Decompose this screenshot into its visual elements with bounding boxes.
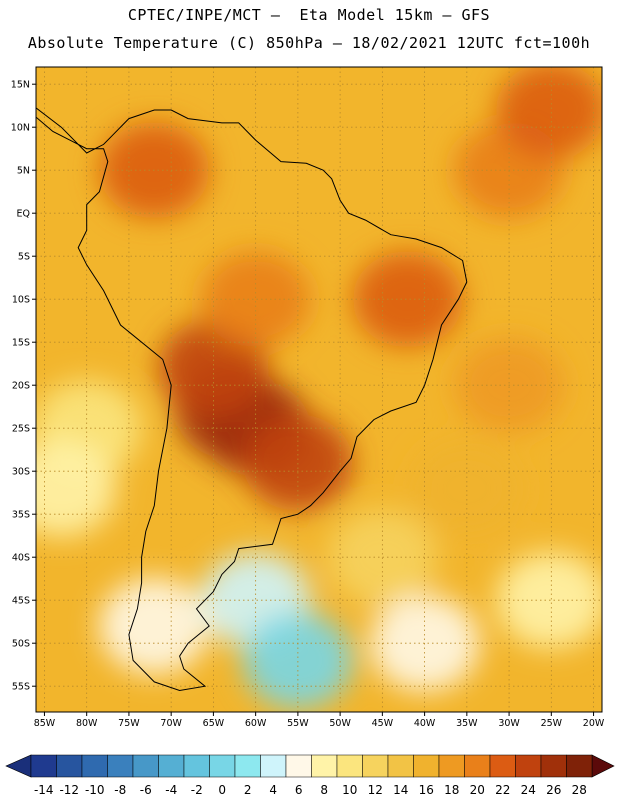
lon-tick-label: 50W (329, 718, 351, 729)
colorbar-bin (183, 754, 210, 778)
lon-tick-label: 70W (160, 718, 182, 729)
colorbar-label: -4 (165, 783, 177, 797)
lat-tick-label: 30S (12, 467, 30, 478)
colorbar-bin (107, 754, 134, 778)
colorbar-bin (336, 754, 363, 778)
lat-tick-label: 25S (12, 424, 30, 435)
colorbar-label: -2 (191, 783, 203, 797)
continent-outline (36, 107, 468, 692)
colorbar-label: 14 (393, 783, 408, 797)
lat-tick-label: 10N (11, 123, 30, 134)
colorbar-label: 12 (368, 783, 383, 797)
colorbar-label: 4 (269, 783, 277, 797)
colorbar-bin (234, 754, 261, 778)
lon-tick-label: 85W (34, 718, 56, 729)
colorbar-label: -12 (59, 783, 79, 797)
colorbar-label: 16 (419, 783, 434, 797)
colorbar-label: 2 (244, 783, 252, 797)
colorbar-bin (81, 754, 108, 778)
colorbar-label: -14 (34, 783, 54, 797)
lon-tick-label: 35W (456, 718, 478, 729)
lat-tick-label: 55S (12, 682, 30, 693)
colorbar-label: -6 (140, 783, 152, 797)
lat-tick-label: 5N (17, 166, 30, 177)
colorbar-max-arrow (591, 754, 615, 778)
lat-tick-label: 50S (12, 639, 30, 650)
colorbar-bin (489, 754, 516, 778)
lat-tick-label: 35S (12, 510, 30, 521)
colorbar-label: 0 (218, 783, 226, 797)
temperature-cell-5 (352, 251, 463, 348)
colorbar-label: 20 (470, 783, 485, 797)
colorbar-bin (540, 754, 567, 778)
lat-tick-label: 45S (12, 596, 30, 607)
colorbar-label: 26 (546, 783, 561, 797)
temperature-cell-2 (242, 414, 353, 511)
lat-tick-label: 10S (12, 295, 30, 306)
colorbar-min-arrow (5, 754, 32, 778)
colorbar-bin (30, 754, 57, 778)
lon-tick-label: 75W (118, 718, 140, 729)
lat-tick-label: 15N (11, 80, 30, 91)
colorbar-bin (209, 754, 236, 778)
lat-tick-label: EQ (17, 209, 30, 220)
colorbar-label: -10 (85, 783, 105, 797)
colorbar-bin (566, 754, 593, 778)
colorbar-label: 10 (342, 783, 357, 797)
temperature-cell-16 (99, 578, 210, 674)
lon-tick-label: 30W (498, 718, 520, 729)
lon-tick-label: 45W (372, 718, 394, 729)
colorbar-bin (132, 754, 159, 778)
colorbar-label: 6 (295, 783, 303, 797)
map-title: CPTEC/INPE/MCT – Eta Model 15km – GFS (127, 6, 491, 24)
lat-tick-label: 20S (12, 381, 30, 392)
temperature-cell-11 (327, 509, 438, 606)
temperature-field (36, 67, 602, 712)
colorbar-label: 24 (521, 783, 536, 797)
temperature-cell-4 (200, 251, 311, 348)
temperature-cell-13 (36, 440, 117, 537)
lat-tick-label: 15S (12, 338, 30, 349)
colorbar-label: 28 (572, 783, 587, 797)
colorbar-label: 22 (495, 783, 510, 797)
lon-tick-label: 40W (414, 718, 436, 729)
colorbar-bin (362, 754, 389, 778)
lon-tick-label: 20W (583, 718, 605, 729)
latitude-ticks: 15N 10N 5N EQ 5S 10S 15S 20S 25S 30S 35S 40S 45S 50S 5… (11, 80, 36, 693)
lon-tick-label: 80W (76, 718, 98, 729)
colorbar-label: -8 (114, 783, 126, 797)
colorbar-bin (387, 754, 414, 778)
colorbar-label: 18 (444, 783, 459, 797)
colorbar-bin (464, 754, 491, 778)
lon-tick-label: 55W (287, 718, 309, 729)
lon-tick-label: 65W (203, 718, 225, 729)
colorbar-bin (438, 754, 465, 778)
plot-frame (35, 66, 603, 713)
temperature-cell-10 (411, 440, 522, 537)
colorbar: -14 -12 -10 -8 -6 -4 -2 0 2 4 6 8 10 12 14 16 18 20 22 24 26… (5, 754, 615, 797)
lat-tick-label: 5S (18, 252, 30, 263)
colorbar-bin (56, 754, 83, 778)
colorbar-bin (158, 754, 185, 778)
temperature-cell-8 (496, 67, 602, 158)
colorbar-bin (311, 754, 338, 778)
longitude-ticks: 85W 80W 75W 70W 65W 60W 55W 50W 45W 40W 35W 30W 25W 2… (34, 712, 605, 729)
lon-tick-label: 25W (541, 718, 563, 729)
colorbar-bin (285, 754, 312, 778)
colorbar-bin (413, 754, 440, 778)
colorbar-bin (515, 754, 542, 778)
lon-tick-label: 60W (245, 718, 267, 729)
map-subtitle: Absolute Temperature (C) 850hPa – 18/02/… (27, 34, 591, 52)
colorbar-bin (260, 754, 287, 778)
lat-tick-label: 40S (12, 553, 30, 564)
colorbar-label: 8 (320, 783, 328, 797)
temperature-cell-15 (242, 612, 353, 709)
coastline (36, 107, 468, 692)
